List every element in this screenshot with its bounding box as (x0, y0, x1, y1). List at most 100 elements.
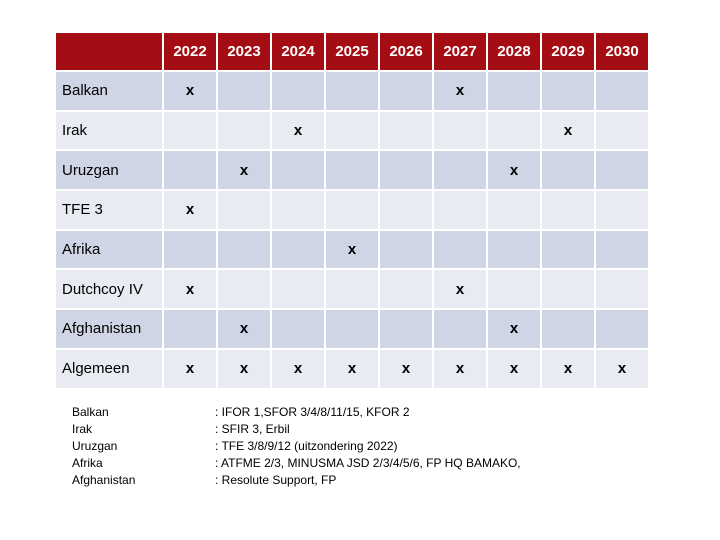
table-row: Afrika x (54, 228, 650, 271)
year-mark-cell (270, 189, 326, 231)
header-row: 2022 2023 2024 2025 2026 2027 2028 2029 … (54, 31, 650, 72)
year-mark-cell (378, 109, 434, 152)
legend-name: Irak (72, 422, 93, 436)
year-mark-cell: x (162, 189, 218, 231)
legend-description: : IFOR 1,SFOR 3/4/8/11/15, KFOR 2 (215, 405, 410, 419)
row-label: Balkan (54, 70, 164, 112)
year-mark-cell: x (270, 347, 326, 390)
legend-item: Uruzgan: TFE 3/8/9/12 (uitzondering 2022… (72, 438, 521, 455)
year-mark-cell: x (540, 347, 596, 390)
year-mark-cell (216, 268, 272, 311)
year-mark-cell (594, 228, 650, 271)
year-header: 2023 (216, 31, 272, 72)
year-mark-cell (540, 149, 596, 192)
year-mark-cell: x (594, 347, 650, 390)
year-mark-cell (216, 109, 272, 152)
year-header: 2025 (324, 31, 380, 72)
year-mark-cell (486, 228, 542, 271)
year-header: 2028 (486, 31, 542, 72)
legend-description: : TFE 3/8/9/12 (uitzondering 2022) (215, 439, 398, 453)
year-mark-cell (594, 149, 650, 192)
legend-description: : ATFME 2/3, MINUSMA JSD 2/3/4/5/6, FP H… (215, 456, 521, 470)
year-header: 2030 (594, 31, 650, 72)
year-mark-cell (594, 268, 650, 311)
year-mark-cell (540, 189, 596, 231)
row-label: Irak (54, 109, 164, 152)
year-mark-cell (324, 268, 380, 311)
year-mark-cell (378, 308, 434, 350)
year-mark-cell (594, 70, 650, 112)
legend-name: Afrika (72, 456, 103, 470)
year-mark-cell (378, 268, 434, 311)
mission-year-table: 2022 2023 2024 2025 2026 2027 2028 2029 … (54, 31, 650, 390)
year-header: 2027 (432, 31, 488, 72)
row-label: Afrika (54, 228, 164, 271)
mission-legend: Balkan: IFOR 1,SFOR 3/4/8/11/15, KFOR 2 I… (72, 404, 521, 489)
year-header: 2022 (162, 31, 218, 72)
year-mark-cell: x (486, 149, 542, 192)
year-mark-cell (216, 228, 272, 271)
year-mark-cell (540, 268, 596, 311)
year-mark-cell: x (432, 347, 488, 390)
year-mark-cell (270, 149, 326, 192)
year-mark-cell (324, 70, 380, 112)
year-mark-cell (270, 308, 326, 350)
year-mark-cell: x (216, 347, 272, 390)
year-mark-cell (270, 268, 326, 311)
legend-item: Balkan: IFOR 1,SFOR 3/4/8/11/15, KFOR 2 (72, 404, 521, 421)
year-mark-cell: x (270, 109, 326, 152)
table-row: Irak x x (54, 109, 650, 152)
year-mark-cell (270, 70, 326, 112)
year-mark-cell (378, 149, 434, 192)
year-mark-cell (594, 189, 650, 231)
year-mark-cell (432, 149, 488, 192)
year-mark-cell (540, 70, 596, 112)
year-mark-cell (162, 149, 218, 192)
year-mark-cell: x (432, 268, 488, 311)
row-label: Uruzgan (54, 149, 164, 192)
legend-description: : SFIR 3, Erbil (215, 422, 290, 436)
year-mark-cell (432, 308, 488, 350)
year-mark-cell (378, 228, 434, 271)
year-mark-cell (486, 70, 542, 112)
year-mark-cell (270, 228, 326, 271)
year-header: 2029 (540, 31, 596, 72)
legend-description: : Resolute Support, FP (215, 473, 337, 487)
year-mark-cell: x (324, 228, 380, 271)
year-mark-cell (432, 109, 488, 152)
year-mark-cell: x (162, 70, 218, 112)
row-label: Algemeen (54, 347, 164, 390)
year-mark-cell (540, 308, 596, 350)
year-mark-cell: x (162, 268, 218, 311)
year-mark-cell (324, 189, 380, 231)
year-mark-cell (324, 149, 380, 192)
year-mark-cell (216, 70, 272, 112)
year-mark-cell: x (162, 347, 218, 390)
table-row: Balkan x x (54, 70, 650, 112)
row-label: Afghanistan (54, 308, 164, 350)
year-mark-cell (486, 189, 542, 231)
year-mark-cell: x (324, 347, 380, 390)
legend-name: Afghanistan (72, 473, 136, 487)
row-label: TFE 3 (54, 189, 164, 231)
year-mark-cell (216, 189, 272, 231)
year-mark-cell: x (216, 149, 272, 192)
year-mark-cell: x (486, 347, 542, 390)
year-mark-cell (324, 308, 380, 350)
year-mark-cell (486, 268, 542, 311)
legend-item: Afrika : ATFME 2/3, MINUSMA JSD 2/3/4/5/6… (72, 455, 521, 472)
legend-item: Irak : SFIR 3, Erbil (72, 421, 521, 438)
table-row: Afghanistan x x (54, 308, 650, 350)
year-mark-cell (162, 228, 218, 271)
year-mark-cell (432, 189, 488, 231)
year-mark-cell: x (432, 70, 488, 112)
legend-item: Afghanistan : Resolute Support, FP (72, 472, 521, 489)
year-mark-cell (594, 308, 650, 350)
table-row: Algemeen x x x x x x x x x (54, 347, 650, 390)
year-mark-cell (594, 109, 650, 152)
year-header: 2024 (270, 31, 326, 72)
row-label: Dutchcoy IV (54, 268, 164, 311)
year-mark-cell: x (378, 347, 434, 390)
table-row: Dutchcoy IV x x (54, 268, 650, 311)
